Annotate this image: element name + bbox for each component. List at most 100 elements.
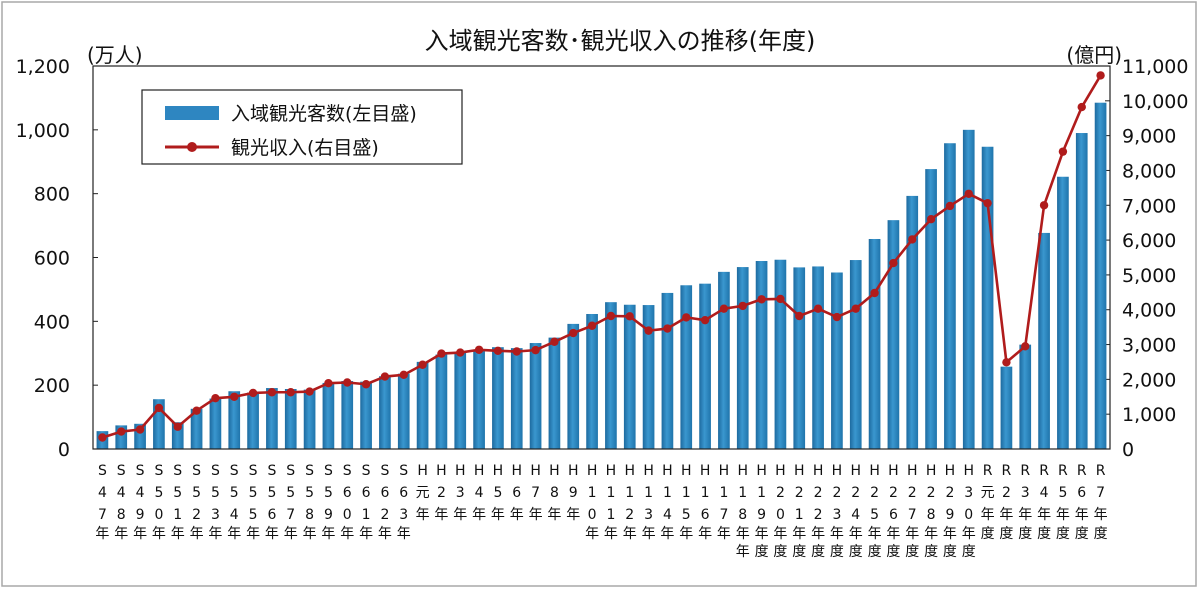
right-tick-label: 7,000 (1122, 195, 1176, 217)
category-label-char: S (192, 463, 201, 479)
category-label-char: H (436, 463, 447, 479)
category-label-char: 2 (814, 507, 823, 523)
category-label-char: 元 (981, 485, 995, 501)
category-label-char: R (1020, 463, 1030, 479)
category-label-char: 8 (738, 507, 747, 523)
visitor-bar (266, 388, 278, 449)
category-label-char: S (399, 463, 408, 479)
visitor-bar (774, 259, 787, 449)
category-label-char: 1 (606, 507, 615, 523)
category-label-char: H (719, 463, 730, 479)
category-label: S 6 2 年 (378, 463, 392, 542)
visitor-bar (360, 381, 372, 449)
revenue-point (531, 345, 540, 355)
category-label: H 2 7 年度 (905, 463, 919, 560)
category-label: H 7 年 (529, 463, 543, 523)
legend-line-marker (187, 142, 197, 152)
category-label: S 6 3 年 (397, 463, 411, 542)
category-label-char: 年 (585, 526, 599, 542)
revenue-point (343, 378, 352, 387)
category-label-char: 年 (397, 526, 411, 542)
visitor-bar (680, 285, 693, 449)
category-label-char: 3 (1021, 485, 1030, 501)
category-label-char: S (154, 463, 163, 479)
revenue-point (606, 311, 616, 321)
category-label-char: 2 (192, 507, 201, 523)
category-label-char: 2 (776, 485, 785, 501)
category-label: R 3 年度 (1018, 463, 1032, 542)
revenue-point (286, 388, 295, 397)
category-label-char: 度 (1094, 526, 1108, 542)
revenue-point (173, 422, 182, 431)
category-label-char: 5 (154, 485, 163, 501)
category-label-char: H (737, 463, 748, 479)
category-label-char: H (756, 463, 767, 479)
category-label: S 4 9 年 (133, 463, 147, 542)
category-label-char: 年 (1018, 507, 1032, 523)
category-label: H 1 1 年 (604, 463, 618, 542)
category-label-char: 年 (1056, 507, 1070, 523)
category-label-char: 4 (230, 507, 239, 523)
category-label: S 5 2 年 (190, 463, 204, 542)
visitor-bar (906, 195, 919, 449)
revenue-point (1058, 147, 1068, 156)
category-label-char: 4 (851, 507, 860, 523)
revenue-point (154, 403, 164, 413)
category-label: H 4 年 (472, 463, 486, 523)
left-tick-label: 1,000 (16, 120, 70, 142)
visitor-bar (605, 302, 617, 449)
category-label-char: 1 (362, 507, 371, 523)
category-label-char: 年 (868, 526, 882, 542)
category-label-char: 4 (1040, 485, 1049, 501)
plot-area-frame (92, 65, 1111, 450)
visitor-bar (115, 425, 128, 449)
category-label-char: 度 (868, 544, 882, 560)
category-label-char: 年 (133, 526, 147, 542)
left-tick-label: 600 (34, 248, 70, 270)
right-tick-label: 3,000 (1122, 335, 1176, 357)
category-label-char: S (211, 463, 220, 479)
visitor-bar (642, 305, 655, 449)
category-label-char: 5 (249, 485, 258, 501)
category-label-char: 度 (1075, 526, 1089, 542)
category-label-char: 3 (832, 507, 841, 523)
category-label-char: 度 (943, 544, 957, 560)
category-label-char: 年 (152, 526, 166, 542)
right-tick-label: 10,000 (1122, 91, 1188, 113)
category-label-char: 2 (945, 485, 954, 501)
category-label: S 6 1 年 (359, 463, 373, 542)
category-label-char: H (888, 463, 899, 479)
category-label: H 1 8 年年 (736, 463, 750, 560)
visitor-bar (868, 238, 881, 449)
category-label: R 6 年度 (1075, 463, 1089, 542)
category-label-char: 1 (588, 485, 597, 501)
left-axis-unit: (万人) (87, 43, 143, 67)
visitor-bar (586, 313, 598, 449)
category-label-char: R (1077, 463, 1087, 479)
revenue-point (663, 324, 672, 333)
category-label-char: 5 (870, 507, 879, 523)
left-tick-label: 200 (34, 375, 70, 397)
category-label-char: 度 (830, 544, 844, 560)
category-label-char: 2 (437, 485, 446, 501)
revenue-point (399, 370, 408, 380)
category-label-char: 9 (324, 507, 333, 523)
category-label-char: 年 (434, 507, 448, 523)
category-label-char: 2 (908, 485, 917, 501)
category-label-char: R (1058, 463, 1068, 479)
category-label-char: 8 (550, 485, 559, 501)
category-label-char: 8 (927, 507, 936, 523)
revenue-point (192, 406, 201, 415)
revenue-point (569, 328, 578, 338)
category-label-char: 3 (456, 485, 465, 501)
left-tick-label: 400 (34, 311, 70, 333)
category-label-char: 年 (171, 526, 185, 542)
category-label-char: H (907, 463, 918, 479)
revenue-point (719, 304, 729, 313)
category-label-char: R (1002, 463, 1012, 479)
revenue-point (437, 349, 446, 358)
category-label-char: H (945, 463, 956, 479)
revenue-point (851, 304, 860, 313)
category-label-char: S (305, 463, 314, 479)
